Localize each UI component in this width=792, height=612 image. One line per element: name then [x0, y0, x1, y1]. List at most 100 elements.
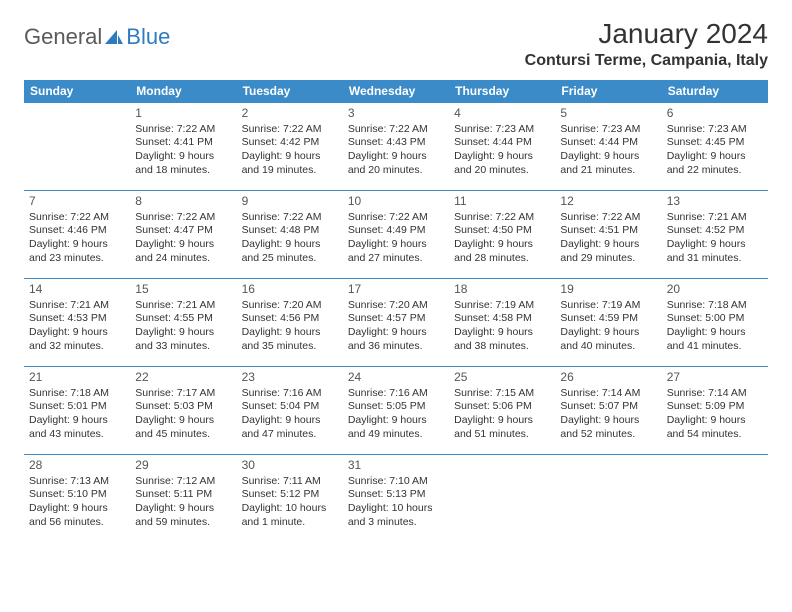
day-number: 7	[29, 194, 125, 210]
day-daylight2: and 18 minutes.	[135, 164, 231, 178]
day-sunset: Sunset: 5:09 PM	[667, 400, 763, 414]
day-daylight1: Daylight: 9 hours	[667, 326, 763, 340]
logo-text-blue: Blue	[126, 24, 170, 50]
day-sunrise: Sunrise: 7:22 AM	[135, 211, 231, 225]
day-daylight1: Daylight: 9 hours	[348, 238, 444, 252]
weekday-header: Monday	[130, 80, 236, 103]
day-daylight2: and 47 minutes.	[242, 428, 338, 442]
day-sunset: Sunset: 5:10 PM	[29, 488, 125, 502]
day-daylight1: Daylight: 9 hours	[135, 502, 231, 516]
calendar-day-cell: 26Sunrise: 7:14 AMSunset: 5:07 PMDayligh…	[555, 367, 661, 455]
calendar-day-cell: 21Sunrise: 7:18 AMSunset: 5:01 PMDayligh…	[24, 367, 130, 455]
day-sunrise: Sunrise: 7:19 AM	[560, 299, 656, 313]
day-sunset: Sunset: 5:06 PM	[454, 400, 550, 414]
header: General Blue January 2024 Contursi Terme…	[24, 18, 768, 70]
calendar-day-cell: 6Sunrise: 7:23 AMSunset: 4:45 PMDaylight…	[662, 103, 768, 191]
day-number: 17	[348, 282, 444, 298]
day-daylight2: and 43 minutes.	[29, 428, 125, 442]
day-daylight1: Daylight: 9 hours	[667, 150, 763, 164]
day-number: 2	[242, 106, 338, 122]
day-sunset: Sunset: 4:43 PM	[348, 136, 444, 150]
day-daylight1: Daylight: 9 hours	[29, 326, 125, 340]
calendar-day-cell: 19Sunrise: 7:19 AMSunset: 4:59 PMDayligh…	[555, 279, 661, 367]
day-daylight1: Daylight: 9 hours	[135, 150, 231, 164]
day-daylight2: and 24 minutes.	[135, 252, 231, 266]
calendar-day-cell	[449, 455, 555, 543]
calendar-day-cell: 3Sunrise: 7:22 AMSunset: 4:43 PMDaylight…	[343, 103, 449, 191]
day-number: 27	[667, 370, 763, 386]
day-number: 22	[135, 370, 231, 386]
calendar-day-cell: 7Sunrise: 7:22 AMSunset: 4:46 PMDaylight…	[24, 191, 130, 279]
day-daylight2: and 45 minutes.	[135, 428, 231, 442]
day-daylight1: Daylight: 9 hours	[135, 326, 231, 340]
day-number: 20	[667, 282, 763, 298]
day-sunrise: Sunrise: 7:23 AM	[667, 123, 763, 137]
calendar-day-cell: 9Sunrise: 7:22 AMSunset: 4:48 PMDaylight…	[237, 191, 343, 279]
calendar-day-cell: 1Sunrise: 7:22 AMSunset: 4:41 PMDaylight…	[130, 103, 236, 191]
day-daylight2: and 28 minutes.	[454, 252, 550, 266]
day-sunrise: Sunrise: 7:14 AM	[667, 387, 763, 401]
day-daylight1: Daylight: 9 hours	[242, 238, 338, 252]
day-sunset: Sunset: 4:42 PM	[242, 136, 338, 150]
day-sunrise: Sunrise: 7:13 AM	[29, 475, 125, 489]
day-sunset: Sunset: 5:11 PM	[135, 488, 231, 502]
day-sunrise: Sunrise: 7:23 AM	[560, 123, 656, 137]
calendar-day-cell: 29Sunrise: 7:12 AMSunset: 5:11 PMDayligh…	[130, 455, 236, 543]
day-sunrise: Sunrise: 7:12 AM	[135, 475, 231, 489]
calendar-table: Sunday Monday Tuesday Wednesday Thursday…	[24, 80, 768, 543]
day-daylight2: and 21 minutes.	[560, 164, 656, 178]
day-daylight2: and 51 minutes.	[454, 428, 550, 442]
day-sunrise: Sunrise: 7:23 AM	[454, 123, 550, 137]
day-daylight1: Daylight: 9 hours	[29, 238, 125, 252]
day-number: 13	[667, 194, 763, 210]
weekday-header: Wednesday	[343, 80, 449, 103]
day-daylight2: and 54 minutes.	[667, 428, 763, 442]
weekday-header: Sunday	[24, 80, 130, 103]
calendar-day-cell: 11Sunrise: 7:22 AMSunset: 4:50 PMDayligh…	[449, 191, 555, 279]
calendar-day-cell: 15Sunrise: 7:21 AMSunset: 4:55 PMDayligh…	[130, 279, 236, 367]
day-sunrise: Sunrise: 7:21 AM	[135, 299, 231, 313]
calendar-day-cell: 31Sunrise: 7:10 AMSunset: 5:13 PMDayligh…	[343, 455, 449, 543]
day-number: 6	[667, 106, 763, 122]
day-sunrise: Sunrise: 7:22 AM	[348, 123, 444, 137]
calendar-day-cell: 18Sunrise: 7:19 AMSunset: 4:58 PMDayligh…	[449, 279, 555, 367]
day-sunset: Sunset: 5:13 PM	[348, 488, 444, 502]
day-number: 26	[560, 370, 656, 386]
calendar-week-row: 7Sunrise: 7:22 AMSunset: 4:46 PMDaylight…	[24, 191, 768, 279]
day-daylight1: Daylight: 9 hours	[29, 502, 125, 516]
day-sunrise: Sunrise: 7:21 AM	[667, 211, 763, 225]
day-daylight1: Daylight: 9 hours	[454, 414, 550, 428]
day-sunset: Sunset: 5:03 PM	[135, 400, 231, 414]
day-daylight1: Daylight: 9 hours	[242, 414, 338, 428]
day-number: 18	[454, 282, 550, 298]
calendar-day-cell: 28Sunrise: 7:13 AMSunset: 5:10 PMDayligh…	[24, 455, 130, 543]
day-daylight2: and 32 minutes.	[29, 340, 125, 354]
calendar-week-row: 1Sunrise: 7:22 AMSunset: 4:41 PMDaylight…	[24, 103, 768, 191]
day-sunrise: Sunrise: 7:22 AM	[454, 211, 550, 225]
day-daylight2: and 23 minutes.	[29, 252, 125, 266]
day-daylight2: and 59 minutes.	[135, 516, 231, 530]
calendar-day-cell: 30Sunrise: 7:11 AMSunset: 5:12 PMDayligh…	[237, 455, 343, 543]
day-sunrise: Sunrise: 7:20 AM	[242, 299, 338, 313]
day-daylight2: and 49 minutes.	[348, 428, 444, 442]
day-sunset: Sunset: 4:55 PM	[135, 312, 231, 326]
day-sunset: Sunset: 4:50 PM	[454, 224, 550, 238]
day-sunset: Sunset: 4:45 PM	[667, 136, 763, 150]
weekday-header-row: Sunday Monday Tuesday Wednesday Thursday…	[24, 80, 768, 103]
calendar-day-cell: 2Sunrise: 7:22 AMSunset: 4:42 PMDaylight…	[237, 103, 343, 191]
day-number: 21	[29, 370, 125, 386]
day-sunrise: Sunrise: 7:21 AM	[29, 299, 125, 313]
day-number: 8	[135, 194, 231, 210]
day-sunrise: Sunrise: 7:16 AM	[242, 387, 338, 401]
calendar-day-cell: 20Sunrise: 7:18 AMSunset: 5:00 PMDayligh…	[662, 279, 768, 367]
day-sunset: Sunset: 4:47 PM	[135, 224, 231, 238]
day-daylight1: Daylight: 9 hours	[667, 414, 763, 428]
day-number: 25	[454, 370, 550, 386]
day-daylight1: Daylight: 9 hours	[135, 414, 231, 428]
day-daylight2: and 25 minutes.	[242, 252, 338, 266]
day-number: 12	[560, 194, 656, 210]
day-sunset: Sunset: 4:46 PM	[29, 224, 125, 238]
day-sunset: Sunset: 4:44 PM	[454, 136, 550, 150]
day-sunrise: Sunrise: 7:22 AM	[29, 211, 125, 225]
calendar-day-cell: 13Sunrise: 7:21 AMSunset: 4:52 PMDayligh…	[662, 191, 768, 279]
